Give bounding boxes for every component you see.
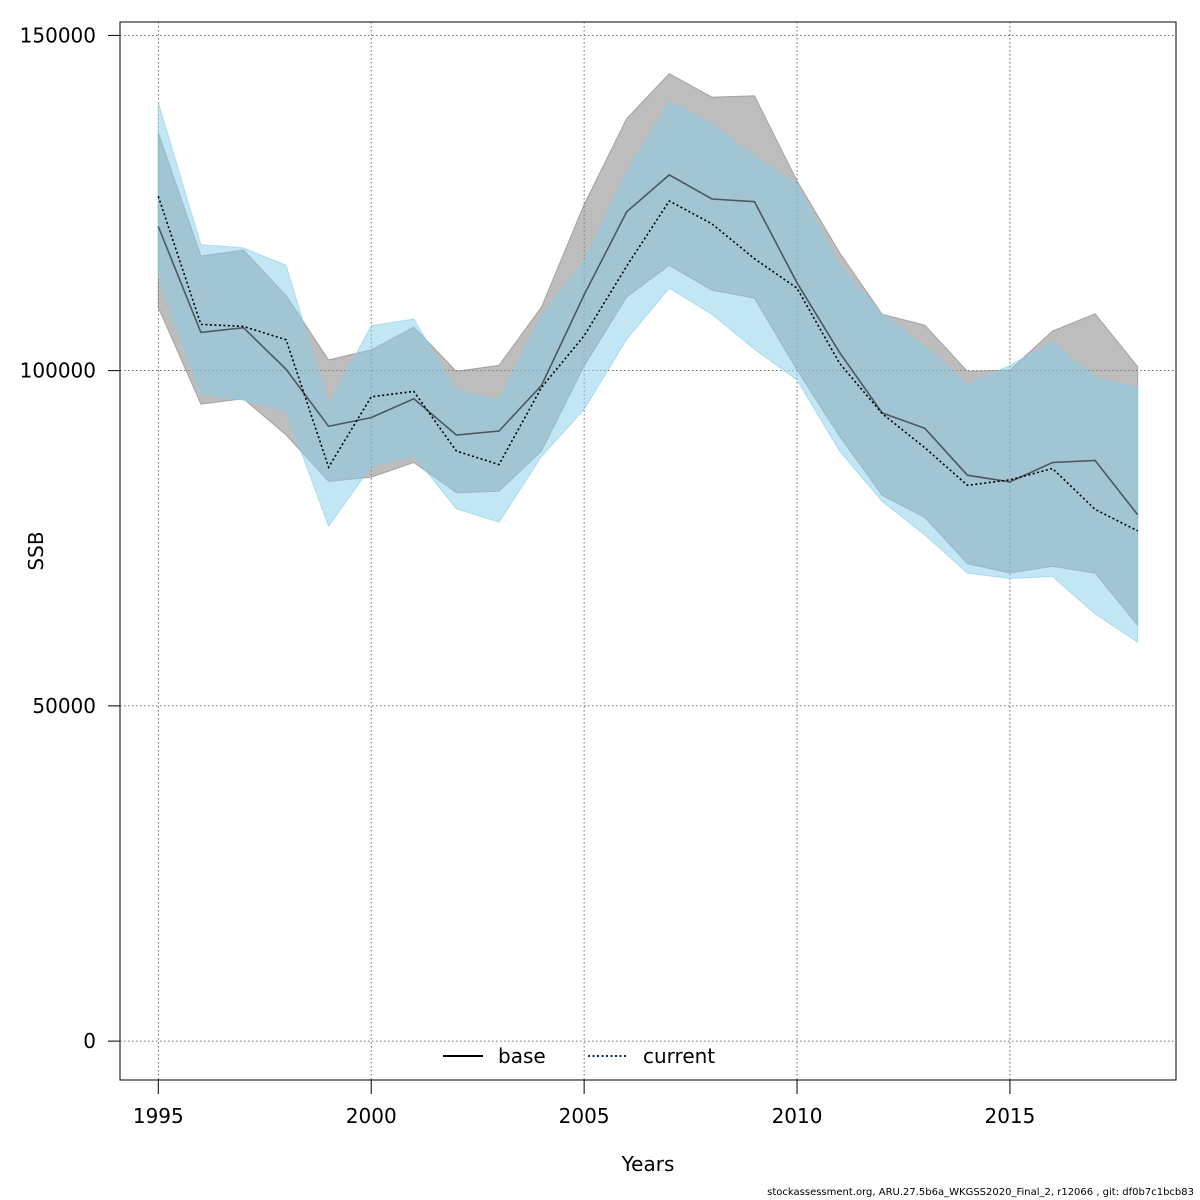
y-tick-label-50000: 50000 [32,694,96,718]
y-tick-label-0: 0 [83,1029,96,1053]
legend-label-base: base [498,1044,546,1068]
series-lines [157,173,1139,532]
x-axis: 1995 2000 2005 2010 2015 [133,1079,1035,1128]
x-tick-label-2010: 2010 [772,1104,823,1128]
legend-label-current: current [643,1044,715,1068]
x-tick-label-1995: 1995 [133,1104,184,1128]
y-axis: 0 50000 100000 150000 [20,23,121,1053]
legend: base current [443,1044,715,1068]
line-current [157,196,1139,532]
y-axis-title: SSB [24,531,48,570]
confidence-bands [157,72,1139,644]
x-tick-label-2005: 2005 [559,1104,610,1128]
x-axis-title: Years [621,1152,675,1176]
footer-credit: stockassessment.org, ARU.27.5b6a_WKGSS20… [767,1187,1194,1198]
band-current [157,101,1139,644]
line-base [157,173,1139,516]
x-tick-label-2015: 2015 [984,1104,1035,1128]
y-tick-label-150000: 150000 [20,23,96,47]
x-tick-label-2000: 2000 [346,1104,397,1128]
y-tick-label-100000: 100000 [20,359,96,383]
